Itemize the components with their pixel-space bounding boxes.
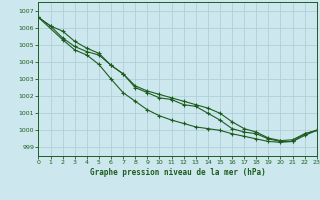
X-axis label: Graphe pression niveau de la mer (hPa): Graphe pression niveau de la mer (hPa) [90,168,266,177]
